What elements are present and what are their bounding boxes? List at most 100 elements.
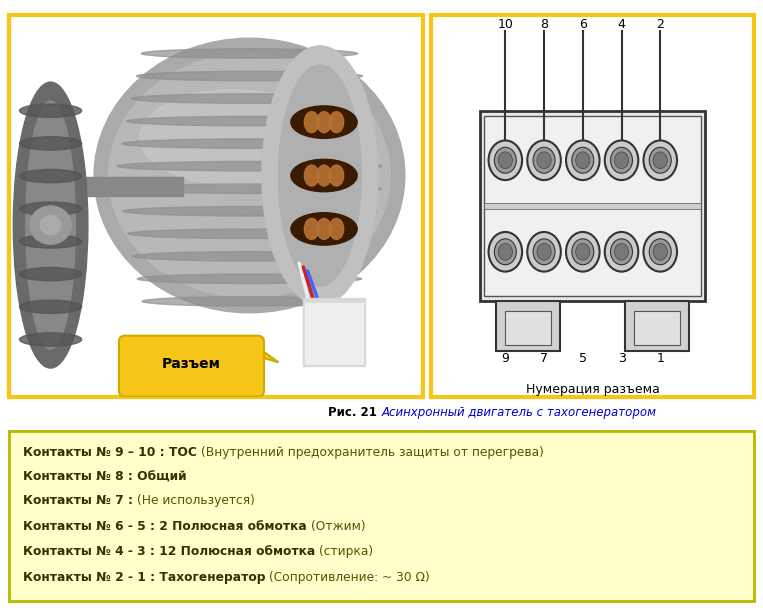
Text: (Внутренний предохранитель защиты от перегрева): (Внутренний предохранитель защиты от пер…: [201, 446, 543, 459]
Circle shape: [649, 239, 671, 264]
Text: 10: 10: [497, 18, 513, 31]
Ellipse shape: [127, 229, 372, 239]
Circle shape: [533, 148, 555, 173]
Ellipse shape: [291, 106, 357, 138]
Circle shape: [537, 244, 551, 260]
Text: (Не используется): (Не используется): [137, 494, 255, 507]
Ellipse shape: [123, 207, 376, 216]
Bar: [505, 311, 551, 345]
Text: (Сопротивление: ~ 30 Ω): (Сопротивление: ~ 30 Ω): [269, 571, 430, 584]
Ellipse shape: [20, 104, 82, 117]
FancyBboxPatch shape: [9, 430, 754, 601]
Circle shape: [653, 152, 668, 169]
Text: 6: 6: [579, 18, 587, 31]
Circle shape: [576, 244, 590, 260]
Text: Рис. 21: Рис. 21: [329, 405, 382, 419]
Ellipse shape: [291, 159, 357, 192]
Ellipse shape: [122, 139, 377, 148]
Circle shape: [488, 232, 522, 272]
Ellipse shape: [94, 38, 405, 313]
Circle shape: [614, 244, 629, 260]
Text: Контакты № 4 - 3 : 12 Полюсная обмотка: Контакты № 4 - 3 : 12 Полюсная обмотка: [23, 546, 319, 558]
Bar: [479, 111, 706, 301]
Text: Контакты № 2 - 1 : Тахогенератор: Контакты № 2 - 1 : Тахогенератор: [23, 571, 269, 584]
Ellipse shape: [304, 165, 319, 186]
Text: 7: 7: [540, 352, 548, 365]
Circle shape: [30, 206, 71, 244]
Text: 3: 3: [617, 352, 626, 365]
Ellipse shape: [108, 54, 391, 298]
Circle shape: [498, 244, 513, 260]
Circle shape: [610, 239, 633, 264]
Circle shape: [537, 152, 551, 169]
Circle shape: [576, 152, 590, 169]
Text: Контакты № 6 - 5 : 2 Полюсная обмотка: Контакты № 6 - 5 : 2 Полюсная обмотка: [23, 520, 311, 533]
Circle shape: [571, 239, 594, 264]
Circle shape: [610, 148, 633, 173]
Circle shape: [643, 140, 677, 180]
Polygon shape: [208, 341, 278, 362]
Ellipse shape: [20, 169, 82, 183]
Circle shape: [527, 140, 561, 180]
Text: (Отжим): (Отжим): [311, 520, 365, 533]
Ellipse shape: [262, 46, 378, 305]
Circle shape: [494, 148, 517, 173]
Circle shape: [566, 232, 600, 272]
Ellipse shape: [132, 252, 366, 261]
Circle shape: [605, 232, 639, 272]
Ellipse shape: [329, 112, 343, 133]
Ellipse shape: [291, 213, 357, 245]
Text: 4: 4: [617, 18, 626, 31]
Circle shape: [614, 152, 629, 169]
Ellipse shape: [13, 82, 88, 368]
Text: 8: 8: [540, 18, 548, 31]
Circle shape: [643, 232, 677, 272]
Ellipse shape: [127, 116, 372, 126]
Text: 5: 5: [579, 352, 587, 365]
Ellipse shape: [142, 296, 357, 306]
Ellipse shape: [141, 49, 358, 58]
Circle shape: [533, 239, 555, 264]
Circle shape: [40, 216, 61, 235]
Circle shape: [494, 239, 517, 264]
Ellipse shape: [20, 333, 82, 346]
Bar: [625, 301, 689, 351]
Bar: [485, 203, 700, 209]
Ellipse shape: [20, 202, 82, 215]
FancyBboxPatch shape: [119, 336, 264, 397]
Circle shape: [527, 232, 561, 272]
Ellipse shape: [118, 184, 382, 194]
Ellipse shape: [304, 112, 319, 133]
Ellipse shape: [26, 101, 76, 349]
Bar: [485, 116, 700, 296]
Ellipse shape: [137, 71, 362, 81]
Ellipse shape: [140, 90, 326, 185]
Ellipse shape: [329, 218, 343, 239]
Circle shape: [488, 140, 522, 180]
Text: Контакты № 8 : Общий: Контакты № 8 : Общий: [23, 470, 186, 483]
Ellipse shape: [20, 235, 82, 248]
Ellipse shape: [20, 137, 82, 150]
Ellipse shape: [317, 165, 331, 186]
Text: Нумерация разъема: Нумерация разъема: [526, 383, 659, 395]
Ellipse shape: [278, 65, 362, 286]
Circle shape: [571, 148, 594, 173]
Text: Контакты № 7 :: Контакты № 7 :: [23, 494, 137, 507]
Ellipse shape: [317, 112, 331, 133]
Bar: [634, 311, 680, 345]
Ellipse shape: [137, 274, 362, 284]
Circle shape: [605, 140, 639, 180]
Circle shape: [653, 244, 668, 260]
Text: 2: 2: [656, 18, 664, 31]
Ellipse shape: [317, 218, 331, 239]
Bar: [304, 298, 365, 366]
Ellipse shape: [117, 161, 382, 171]
Text: Разъем: Разъем: [162, 357, 221, 371]
Circle shape: [566, 140, 600, 180]
Bar: [305, 303, 363, 364]
Ellipse shape: [20, 268, 82, 281]
Text: Контакты № 9 – 10 : ТОС: Контакты № 9 – 10 : ТОС: [23, 446, 201, 459]
Bar: [496, 301, 560, 351]
Text: 1: 1: [656, 352, 664, 365]
Text: 9: 9: [501, 352, 509, 365]
